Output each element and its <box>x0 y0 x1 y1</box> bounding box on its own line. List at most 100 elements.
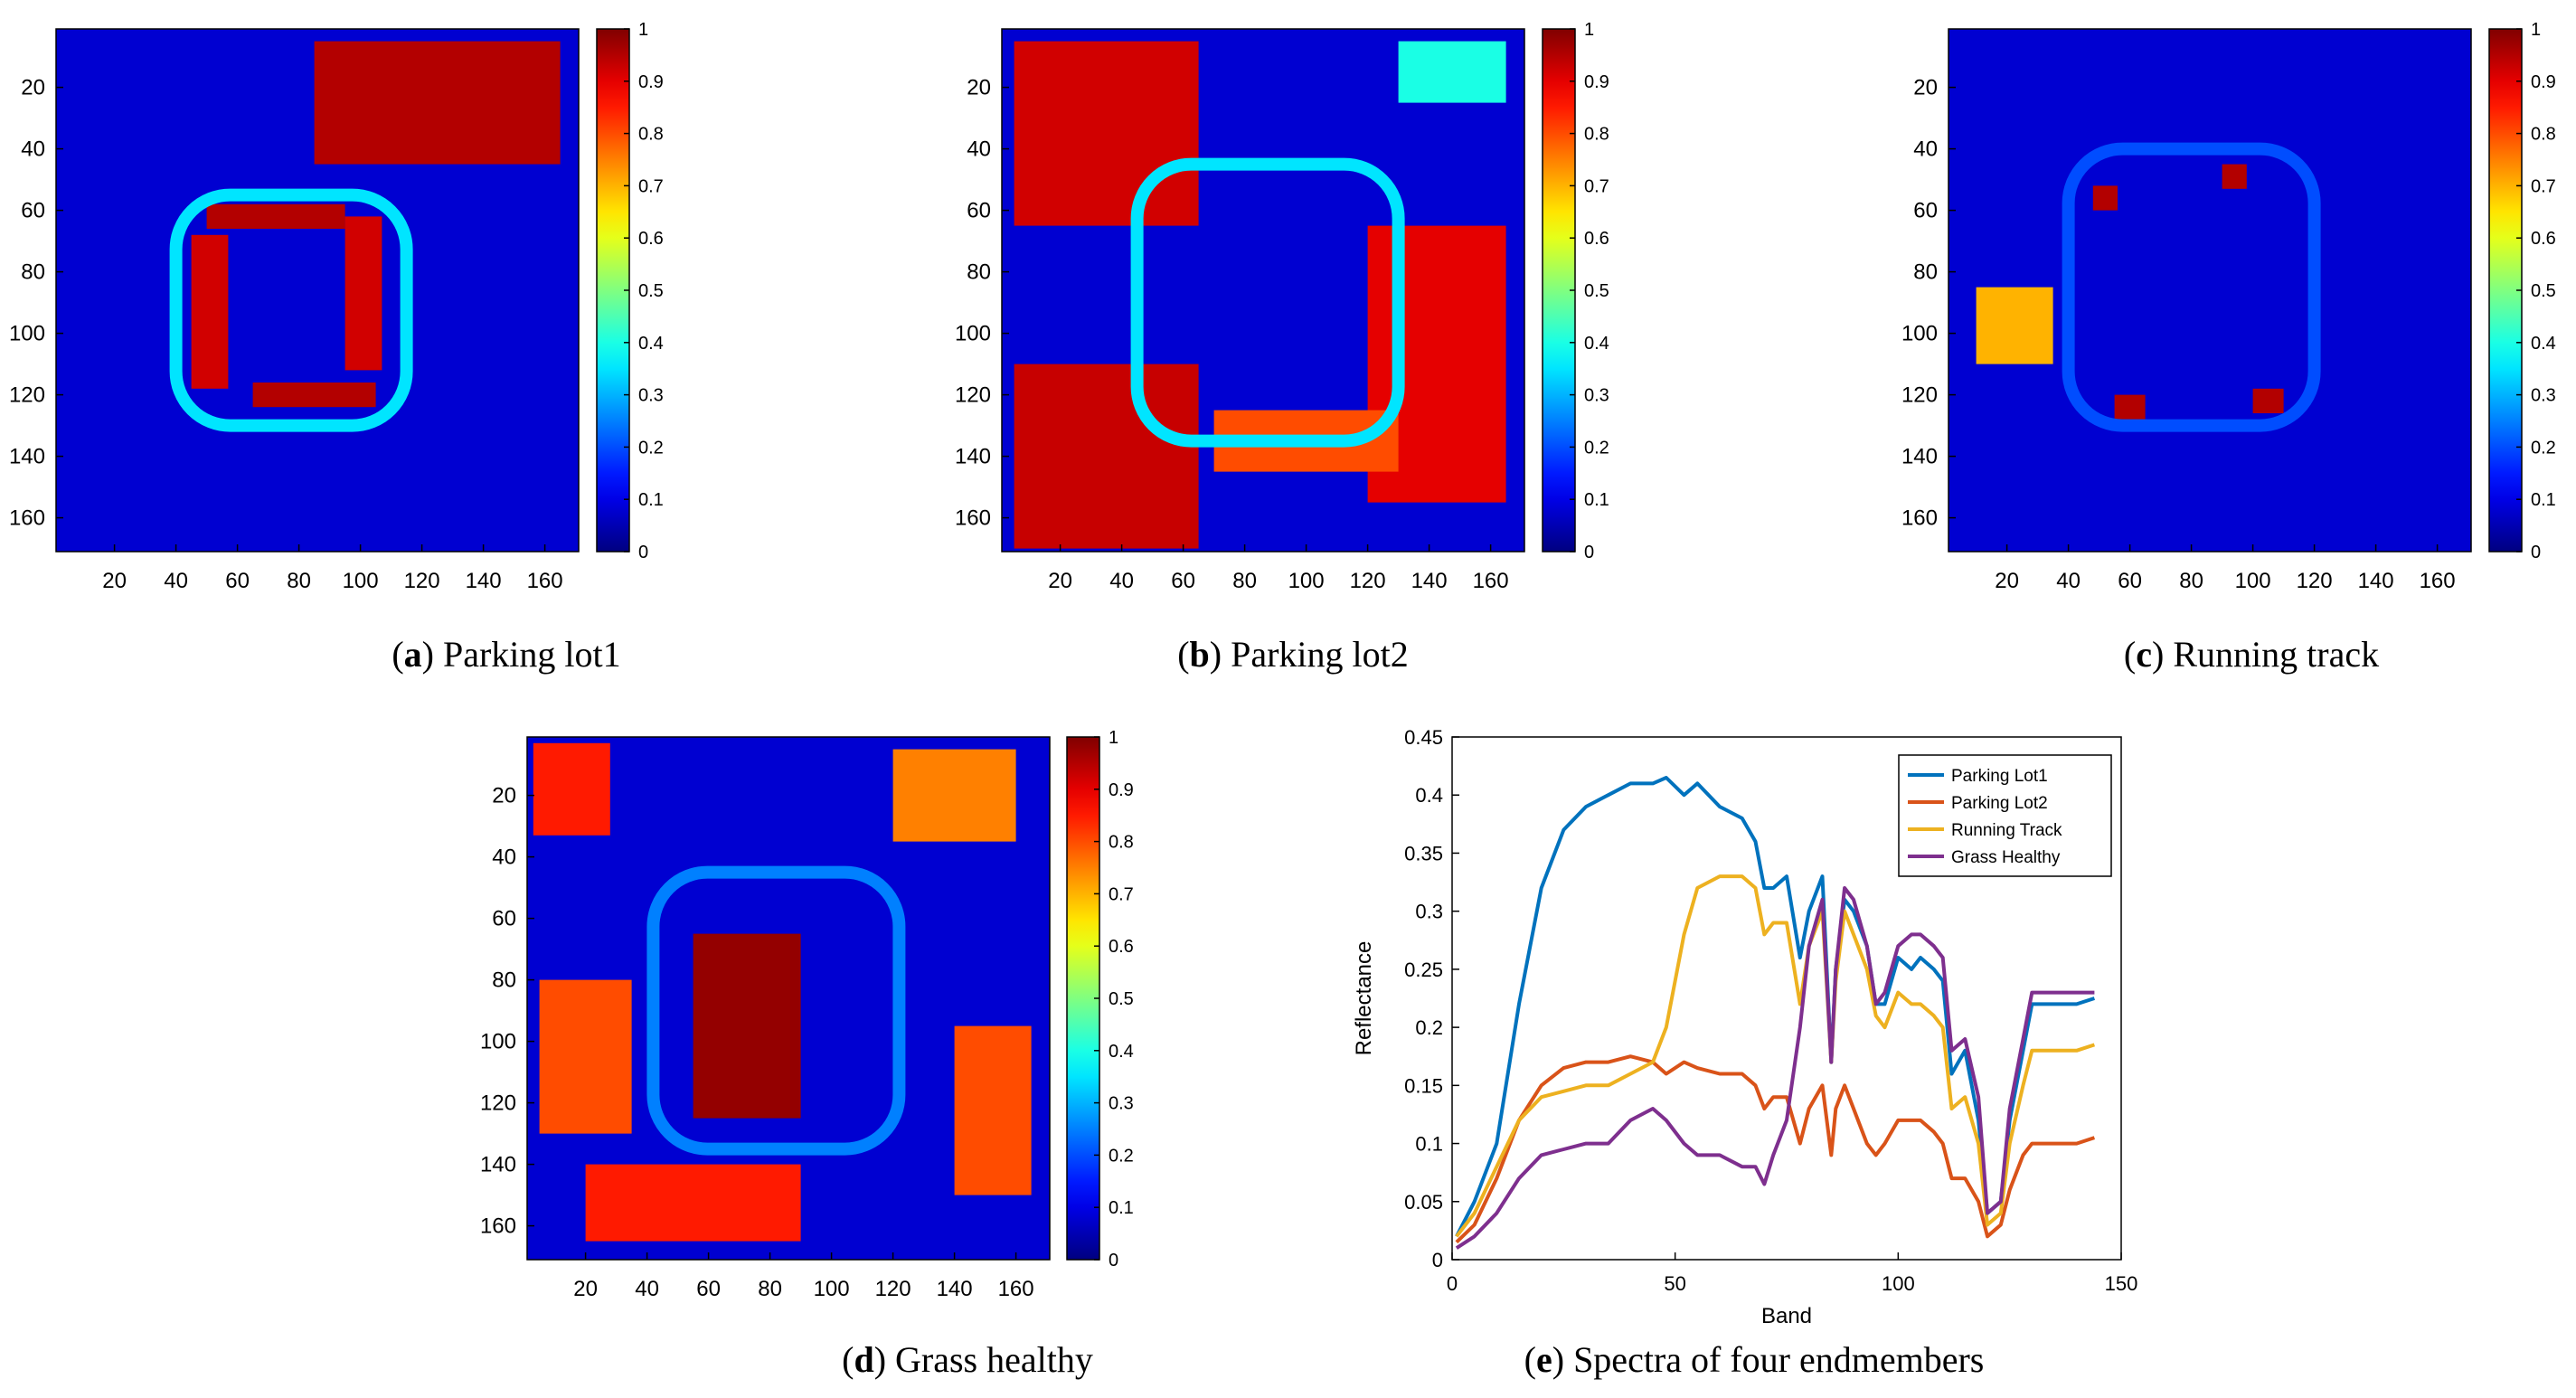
y-tick-label: 160 <box>1901 506 1938 531</box>
colorbar-tick-label: 0.2 <box>1109 1146 1134 1166</box>
x-tick-label: 120 <box>2297 569 2333 593</box>
x-tick-label: 100 <box>343 569 379 593</box>
colorbar-tick-label: 0 <box>2531 543 2541 562</box>
heatmap-ring <box>2062 142 2321 432</box>
colorbar-tick-label: 1 <box>1109 728 1118 748</box>
y-tick-label: 80 <box>492 968 516 993</box>
colorbar-tick-label: 0.2 <box>638 438 664 458</box>
y-tick-label: 0.15 <box>1404 1074 1443 1097</box>
caption-a: (a) Parking lot1 <box>392 634 621 675</box>
series-line-parking-lot2 <box>1455 1054 2096 1244</box>
y-tick-label: 0.4 <box>1415 784 1443 807</box>
y-tick-label: 100 <box>1901 322 1938 346</box>
colorbar-tick-label: 0.3 <box>1109 1094 1134 1114</box>
colorbar-tick-label: 0.4 <box>2531 334 2556 354</box>
y-axis-label: Reflectance <box>1352 941 1376 1056</box>
colorbar-tick-label: 0.6 <box>1584 229 1609 249</box>
y-tick-label: 120 <box>9 383 45 408</box>
x-tick-label: 120 <box>875 1277 911 1301</box>
colorbar-tick-label: 0.6 <box>2531 229 2556 249</box>
x-tick-label: 140 <box>937 1277 973 1301</box>
heatmap-region <box>539 979 632 1134</box>
y-tick-label: 40 <box>967 137 991 162</box>
y-tick-label: 20 <box>1913 76 1938 100</box>
heatmap-frame <box>1948 28 2472 553</box>
heatmap-region <box>954 1025 1032 1195</box>
heatmap-region <box>1398 41 1506 103</box>
x-tick-label: 100 <box>2235 569 2271 593</box>
colorbar-tick-label: 0.5 <box>1584 281 1609 301</box>
y-tick-label: 0.1 <box>1415 1133 1443 1156</box>
x-axis-label: Band <box>1761 1304 1812 1328</box>
y-tick-label: 100 <box>9 322 45 346</box>
colorbar-tick-label: 0.2 <box>1584 438 1609 458</box>
colorbar-tick-label: 0.5 <box>638 281 664 301</box>
x-tick-label: 20 <box>573 1277 598 1301</box>
x-tick-label: 160 <box>998 1277 1034 1301</box>
y-tick-label: 140 <box>9 445 45 469</box>
heatmap-ring <box>646 865 906 1156</box>
colorbar-tick-label: 0.9 <box>638 72 664 92</box>
heatmap-region <box>206 203 345 229</box>
colorbar-tick-label: 0.9 <box>1584 72 1609 92</box>
y-tick-label: 60 <box>1913 199 1938 223</box>
colorbar-tick-label: 0.4 <box>638 334 664 354</box>
x-tick-label: 160 <box>2420 569 2456 593</box>
y-tick-label: 0.45 <box>1404 726 1443 749</box>
heatmap-frame <box>526 736 1051 1261</box>
x-tick-label: 60 <box>1171 569 1195 593</box>
heatmap-region <box>252 383 376 408</box>
x-tick-label: 20 <box>102 569 127 593</box>
x-tick-label: 20 <box>1048 569 1072 593</box>
colorbar-tick-label: 0.8 <box>1584 125 1609 145</box>
heatmap-region <box>191 234 229 389</box>
x-tick-label: 140 <box>2358 569 2394 593</box>
y-tick-label: 100 <box>480 1030 516 1054</box>
colorbar-tick-label: 0.8 <box>2531 125 2556 145</box>
heatmap-region <box>2252 388 2284 413</box>
caption-e: (e) Spectra of four endmembers <box>1524 1339 1985 1380</box>
colorbar-tick-label: 0.5 <box>2531 281 2556 301</box>
line-chart-e: 0 50 100 150 0 0.05 0.1 0.15 0.2 0.25 0.3 0.35 0.4 0.… <box>1352 726 2137 1328</box>
y-tick-label: 20 <box>492 784 516 808</box>
colorbar-tick-label: 0.1 <box>638 490 664 510</box>
heatmap-region <box>2092 185 2118 211</box>
colorbar-tick-label: 1 <box>638 20 648 40</box>
x-tick-label: 100 <box>1882 1272 1915 1295</box>
colorbar-tick-label: 0.8 <box>638 125 664 145</box>
y-tick-label: 0.2 <box>1415 1016 1443 1039</box>
colorbar-tick-label: 0.9 <box>2531 72 2556 92</box>
heatmap-region <box>314 41 561 165</box>
x-tick-label: 150 <box>2105 1272 2138 1295</box>
colorbar-tick-label: 0.9 <box>1109 780 1134 800</box>
y-tick-label: 100 <box>955 322 991 346</box>
x-tick-label: 0 <box>1447 1272 1458 1295</box>
x-tick-label: 40 <box>2056 569 2081 593</box>
colorbar-tick-label: 0.7 <box>638 176 664 196</box>
x-tick-label: 40 <box>635 1277 659 1301</box>
legend-entry: Parking Lot1 <box>1951 767 2048 786</box>
heatmap-a: 20 40 60 80 100 120 140 160 20 40 60 80 100 120 140 160… <box>9 20 664 593</box>
colorbar-tick-label: 1 <box>1584 20 1594 40</box>
y-tick-label: 140 <box>1901 445 1938 469</box>
x-tick-label: 40 <box>1109 569 1134 593</box>
x-tick-label: 80 <box>287 569 311 593</box>
colorbar-tick-label: 0.1 <box>2531 490 2556 510</box>
y-tick-label: 0 <box>1432 1249 1443 1271</box>
colorbar-tick-label: 0.2 <box>2531 438 2556 458</box>
legend-entry: Running Track <box>1951 821 2062 840</box>
y-tick-label: 20 <box>21 76 45 100</box>
x-tick-label: 60 <box>696 1277 721 1301</box>
x-tick-label: 20 <box>1995 569 2019 593</box>
colorbar-tick-label: 0.5 <box>1109 989 1134 1009</box>
heatmap-c: 20 40 60 80 100 120 140 160 20 40 60 80 100 120 140 160… <box>1901 20 2556 593</box>
series-line-grass-healthy <box>1455 886 2095 1250</box>
y-tick-label: 0.25 <box>1404 959 1443 981</box>
heatmap-b: 20 40 60 80 100 120 140 160 20 40 60 80 100 120 140 160… <box>955 20 1609 593</box>
heatmap-region <box>2114 394 2146 420</box>
heatmap-region <box>1976 287 2053 364</box>
colorbar-tick-label: 0.6 <box>1109 937 1134 957</box>
colorbar-tick-label: 0 <box>638 543 648 562</box>
colorbar-tick-label: 0 <box>1584 543 1594 562</box>
x-tick-label: 100 <box>814 1277 850 1301</box>
